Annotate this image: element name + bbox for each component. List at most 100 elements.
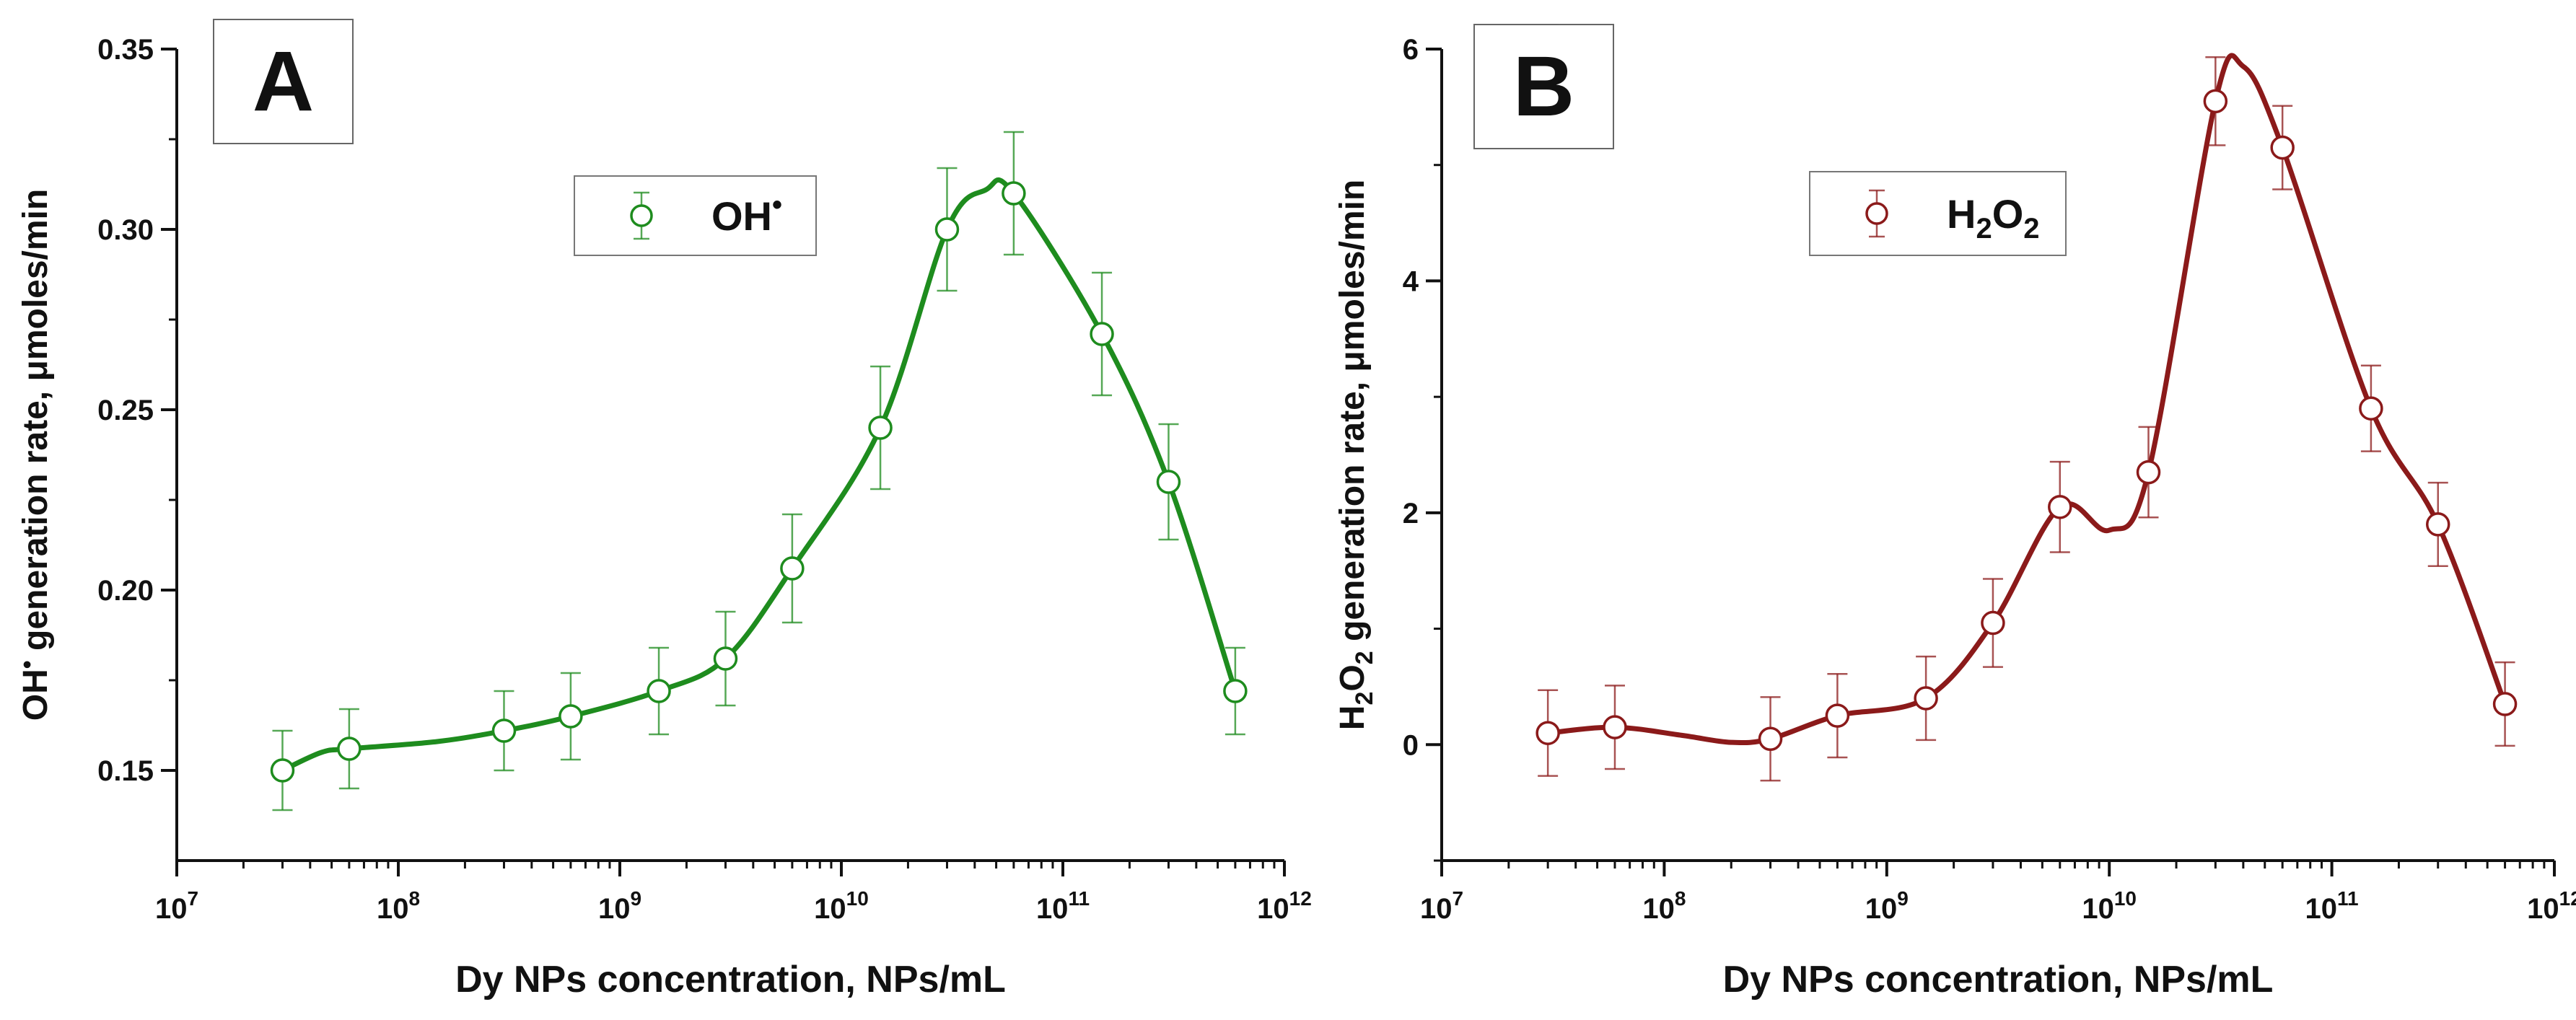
series-curve <box>280 177 1238 773</box>
data-point <box>1981 610 2005 636</box>
panel-a-oh-generation-chart: 107 108 109 1010 1011 10120.150.200.250.300.3… <box>14 19 1312 1001</box>
panel-b-h2o2-generation-chart: 1071081091010101110120246Dy NPs concentr… <box>1333 24 2576 1001</box>
x-tick-label: 109 <box>598 887 641 925</box>
x-tick-label-base: 10 <box>1420 893 1453 925</box>
x-tick-label-exponent: 7 <box>1452 887 1463 910</box>
data-point <box>2048 495 2072 519</box>
x-tick-label-base: 10 <box>598 893 631 925</box>
x-tick-label-base: 10 <box>1642 893 1675 925</box>
y-tick-label: 0.30 <box>97 214 154 246</box>
data-point <box>1090 322 1114 346</box>
x-tick-label: 108 <box>377 887 420 925</box>
panel-label: A <box>253 34 314 129</box>
data-point <box>1825 703 1850 728</box>
x-tick-label-exponent: 9 <box>1897 887 1909 910</box>
y-axis-title-subscript: 2 <box>1351 692 1378 705</box>
x-tick-label-base: 10 <box>2527 893 2559 925</box>
x-tick-label-base: 10 <box>2305 893 2338 925</box>
data-point <box>2359 396 2383 421</box>
legend-label-subscript: 2 <box>1976 213 1992 245</box>
y-axis-title-base: O <box>1333 664 1372 691</box>
data-point <box>491 718 517 743</box>
y-axis-title-rest: generation rate, μmoles/min <box>17 189 55 661</box>
x-tick-label-base: 10 <box>377 893 409 925</box>
data-point <box>1156 470 1181 494</box>
y-tick-label: 0.35 <box>97 34 154 66</box>
x-tick-label-base: 10 <box>2082 893 2114 925</box>
x-tick-label: 1011 <box>1036 887 1090 925</box>
y-tick-label: 4 <box>1403 265 1419 297</box>
x-tick-label-base: 10 <box>814 893 846 925</box>
x-tick-label-base: 10 <box>1865 893 1898 925</box>
data-point <box>647 679 671 703</box>
data-point <box>934 217 960 242</box>
data-point <box>713 646 738 671</box>
x-axis-title: Dy NPs concentration, NPs/mL <box>1723 959 2274 1001</box>
y-tick-label: 0.15 <box>97 755 154 787</box>
y-axis-title-subscript: 2 <box>1351 651 1378 664</box>
data-point <box>2425 512 2450 537</box>
x-tick-label-base: 10 <box>1257 893 1289 925</box>
data-point <box>2136 460 2161 485</box>
legend-label-superscript: • <box>772 189 782 221</box>
legend-label-base: H <box>1947 191 1976 237</box>
data-point <box>1914 686 1938 711</box>
y-tick-label: 0.20 <box>97 575 154 607</box>
x-tick-label: 1011 <box>2305 887 2359 925</box>
data-point <box>1223 679 1248 703</box>
data-point <box>1603 715 1627 739</box>
legend-label-subscript: 2 <box>2023 213 2039 245</box>
legend-marker <box>630 204 653 227</box>
legend-marker <box>1865 202 1888 225</box>
y-tick-label: 0.25 <box>97 395 154 426</box>
data-point <box>2203 89 2228 114</box>
y-tick-label: 0 <box>1403 729 1419 761</box>
x-tick-label-exponent: 7 <box>187 887 198 910</box>
x-axis-title: Dy NPs concentration, NPs/mL <box>455 959 1006 1001</box>
data-point <box>337 737 362 761</box>
x-tick-label-exponent: 11 <box>1068 887 1090 910</box>
x-tick-label-exponent: 11 <box>2337 887 2359 910</box>
y-axis-title-superscript: • <box>14 660 41 669</box>
legend-label: OH• <box>711 189 782 239</box>
legend-label-base: O <box>1992 191 2024 237</box>
data-point <box>1758 726 1783 751</box>
x-tick-label-exponent: 10 <box>846 887 869 910</box>
panel-label-box <box>213 19 354 144</box>
y-tick-label: 2 <box>1403 498 1419 529</box>
panel-label: B <box>1513 39 1574 134</box>
data-point <box>270 758 295 783</box>
x-tick-label: 107 <box>1420 887 1463 925</box>
x-tick-label-exponent: 10 <box>2114 887 2137 910</box>
panel-label-box <box>1473 24 1614 149</box>
legend-label-base: OH <box>711 193 772 239</box>
data-point <box>558 704 583 729</box>
data-point <box>2270 135 2295 160</box>
data-point <box>868 416 893 440</box>
x-tick-label-exponent: 8 <box>408 887 420 910</box>
x-tick-label-exponent: 9 <box>630 887 641 910</box>
x-tick-label: 1012 <box>2527 887 2576 925</box>
x-tick-label-exponent: 12 <box>2559 887 2576 910</box>
series-curve <box>1545 53 2508 746</box>
x-tick-label: 108 <box>1642 887 1686 925</box>
y-axis-title: H2O2 generation rate, μmoles/min <box>1333 180 1378 730</box>
x-tick-label: 109 <box>1865 887 1909 925</box>
y-axis-title-rest: generation rate, μmoles/min <box>1333 180 1372 651</box>
x-tick-label: 1010 <box>2082 887 2137 925</box>
data-point <box>1002 181 1026 206</box>
data-point <box>2492 692 2518 716</box>
x-tick-label-exponent: 8 <box>1675 887 1686 910</box>
x-tick-label: 107 <box>155 887 198 925</box>
y-tick-label: 6 <box>1403 34 1419 66</box>
x-tick-label-exponent: 12 <box>1289 887 1312 910</box>
y-axis-title: OH• generation rate, μmoles/min <box>14 189 55 721</box>
data-point <box>1535 721 1560 745</box>
y-axis-title-base: OH <box>17 669 55 721</box>
y-axis-title-base: H <box>1333 705 1372 731</box>
legend-box <box>1809 171 2067 256</box>
x-tick-label-base: 10 <box>155 893 188 925</box>
x-tick-label: 1010 <box>814 887 869 925</box>
legend-label: H2O2 <box>1947 191 2040 245</box>
